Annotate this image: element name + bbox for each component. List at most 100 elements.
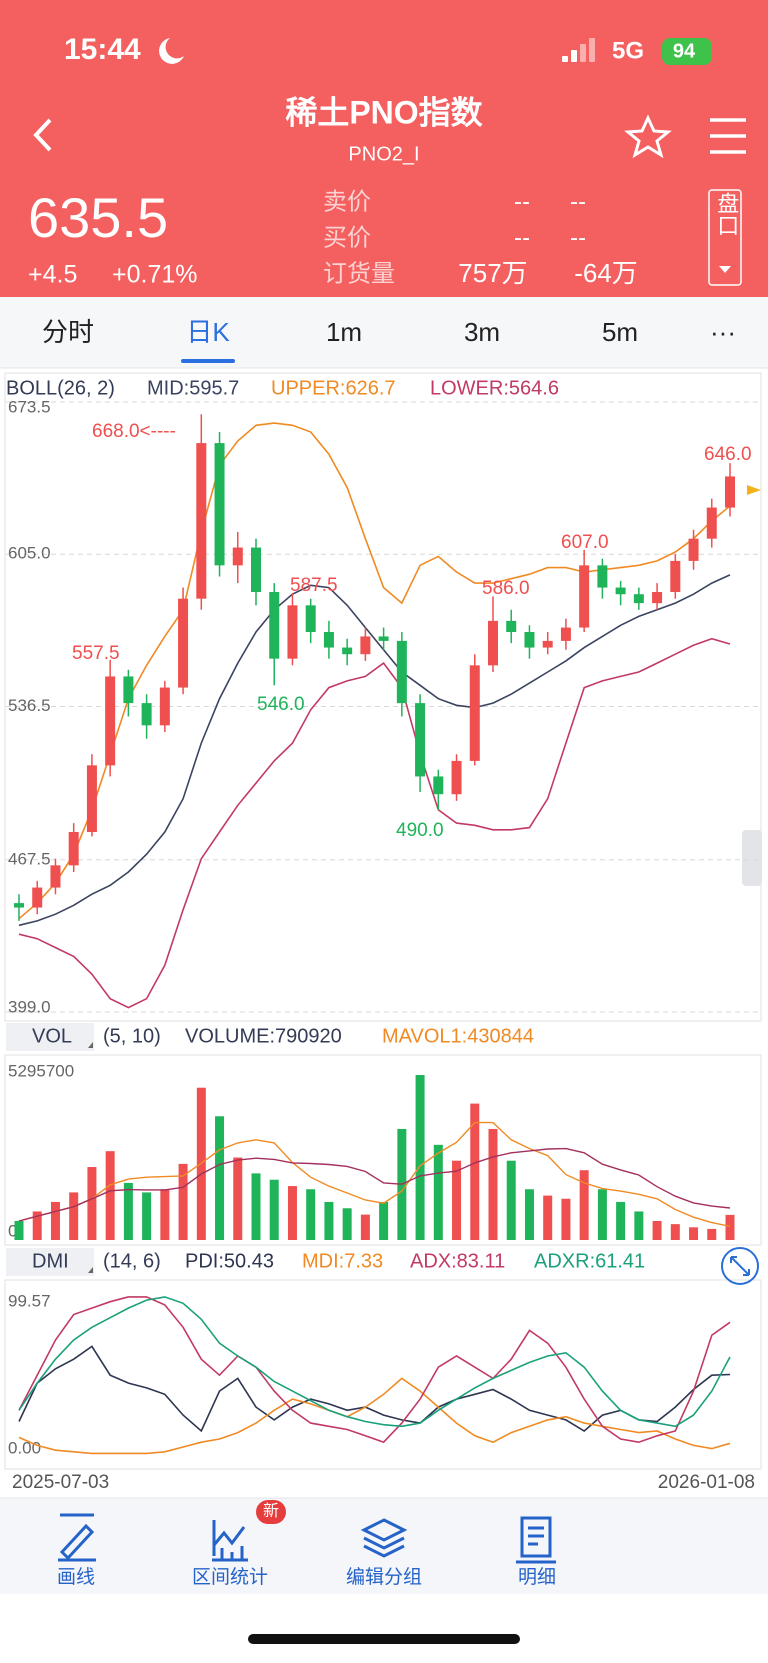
volume-bar (160, 1189, 170, 1240)
nav-icons (58, 1513, 556, 1564)
candle-body (524, 632, 535, 648)
candle-body (615, 587, 626, 595)
candle-body (178, 598, 189, 688)
candle-body (141, 703, 152, 726)
y-tick-label: 5295700 (8, 1061, 74, 1080)
candle-body (597, 565, 608, 588)
candle-body (725, 476, 735, 508)
legend-entry: LOWER:564.6 (430, 377, 559, 399)
candle-body (688, 538, 699, 561)
nav-item[interactable]: 区间统计 (192, 1566, 268, 1588)
home-indicator (248, 1634, 520, 1644)
volume-bar (634, 1211, 644, 1240)
annotation: 546.0 (257, 694, 305, 715)
legend-entry: (14, 6) (103, 1250, 161, 1272)
volume-bar (142, 1192, 152, 1240)
main-chart-frame (4, 372, 762, 1022)
quote-value: -64万 (574, 258, 638, 288)
legend-entry: (5, 10) (103, 1025, 161, 1047)
volume-bar (32, 1211, 42, 1240)
legend-entry: ADXR:61.41 (534, 1250, 645, 1272)
header-bg (0, 0, 768, 297)
legend-entry: MDI:7.33 (302, 1250, 383, 1272)
volume-bar (670, 1224, 680, 1240)
volume-bar (452, 1160, 462, 1240)
candle-body (232, 547, 243, 566)
volume-bar (524, 1189, 534, 1240)
legend-entry: MAVOL1:430844 (382, 1025, 534, 1047)
legend-entry: UPPER:626.7 (271, 377, 396, 399)
candle-body (159, 687, 170, 726)
price-pointer (747, 485, 761, 495)
volume-bar (470, 1103, 480, 1240)
candle-body (269, 592, 280, 659)
quote-value: -- (570, 188, 586, 215)
volume-bar (105, 1151, 115, 1240)
status-time: 15:44 (64, 33, 141, 66)
candle-body (32, 887, 43, 908)
y-tick-label: 536.5 (8, 696, 51, 715)
annotation: 607.0 (561, 532, 609, 553)
candle-body (196, 443, 207, 599)
legend-entry: PDI:50.43 (185, 1250, 274, 1272)
legend-entry: DMI (32, 1250, 69, 1272)
candle-body (451, 760, 462, 795)
tab[interactable]: 3m (464, 317, 500, 347)
quote-label: 买价 (323, 224, 371, 251)
legend-entry: VOLUME:790920 (185, 1025, 342, 1047)
nav-item[interactable]: 画线 (57, 1566, 95, 1588)
volume-bar (69, 1192, 79, 1240)
badge-text: 新 (263, 1502, 279, 1520)
tab[interactable]: ··· (710, 317, 736, 347)
boll-line (18, 637, 731, 1009)
tab[interactable]: 日K (186, 317, 230, 347)
panel-arrow (719, 266, 731, 273)
tab-indicator (181, 359, 235, 363)
tab[interactable]: 5m (602, 317, 638, 347)
panel-button-label: 盘口 (714, 192, 739, 236)
favorite-button[interactable] (624, 114, 672, 159)
annotation: 668.0<---- (92, 421, 176, 442)
annotation: 557.5 (72, 643, 120, 664)
tab[interactable]: 分时 (42, 317, 94, 347)
volume-bar (488, 1128, 498, 1240)
volume-ma-line (18, 1147, 731, 1222)
volume-ma-line (18, 1121, 731, 1227)
quote-label: 卖价 (323, 188, 371, 215)
back-button[interactable] (33, 118, 52, 152)
change-pct: +0.71% (112, 261, 198, 289)
candle-body (378, 636, 389, 641)
candle-body (86, 765, 97, 832)
boll-line (18, 574, 731, 927)
expand-button[interactable] (721, 1247, 759, 1285)
nav-bg (0, 1498, 768, 1594)
vol-label-bg (6, 1023, 94, 1051)
quote-value: -- (514, 224, 530, 251)
panel-button[interactable] (708, 189, 742, 286)
candle-body (50, 865, 61, 888)
expand-icon (730, 1256, 750, 1276)
volume-bar (543, 1195, 553, 1240)
volume-bar (689, 1227, 699, 1240)
candle-body (305, 605, 316, 632)
menu-button[interactable] (710, 118, 746, 154)
nav-item[interactable]: 编辑分组 (346, 1566, 422, 1588)
price: 635.5 (28, 186, 168, 249)
candle-body (506, 620, 517, 632)
code: PNO2_I (348, 143, 419, 165)
volume-bar (123, 1182, 133, 1240)
legend-entry: BOLL(26, 2) (6, 377, 115, 399)
volume-bar (707, 1228, 717, 1240)
quote-label: 订货量 (323, 260, 395, 287)
candle-body (633, 594, 644, 604)
nav-item[interactable]: 明细 (518, 1566, 556, 1588)
candle-body (214, 443, 225, 566)
candle-body (123, 676, 134, 704)
side-handle[interactable] (742, 830, 762, 886)
volume-bar (579, 1170, 589, 1240)
candle-body (14, 903, 24, 908)
battery (662, 38, 712, 65)
candle-body (105, 676, 116, 766)
tab[interactable]: 1m (326, 317, 362, 347)
